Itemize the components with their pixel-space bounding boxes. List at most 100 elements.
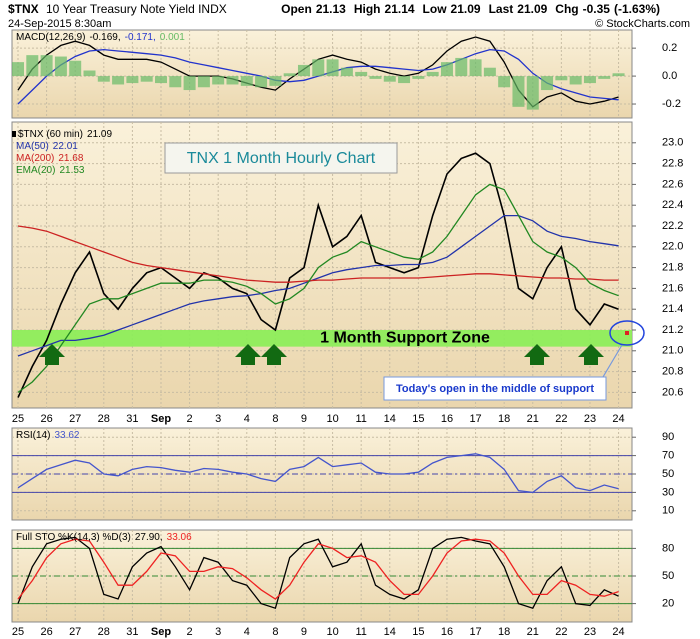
legend-name: EMA(20) xyxy=(16,165,55,176)
hist-bar xyxy=(112,76,125,85)
x-tick-label: 28 xyxy=(98,413,110,425)
legend-entry: MA(50) 22.01 xyxy=(16,141,78,152)
hist-bar xyxy=(26,55,39,77)
y-tick-label: 22.6 xyxy=(662,178,683,190)
x-tick-label: 4 xyxy=(244,626,250,638)
hist-bar xyxy=(154,76,167,84)
legend: RSI(14) 33.62 xyxy=(16,430,80,441)
hist-bar xyxy=(169,76,182,88)
hist-bar xyxy=(455,57,468,77)
x-tick-label: 17 xyxy=(469,626,481,638)
series-line xyxy=(17,225,619,283)
hist-bar xyxy=(40,55,53,77)
x-tick-label: Sep xyxy=(151,413,171,425)
x-tick-label: 25 xyxy=(12,626,24,638)
legend: Full STO %K(14,3) %D(3) 27.90, 33.06 xyxy=(16,532,192,543)
hist-bar xyxy=(612,73,625,77)
series-line xyxy=(17,152,619,398)
series-line xyxy=(17,538,619,600)
legend-value: 33.06 xyxy=(167,532,192,543)
hist-bar xyxy=(326,59,339,77)
hist-bar xyxy=(440,62,453,77)
x-tick-label: 10 xyxy=(326,413,338,425)
x-tick-label: 14 xyxy=(384,413,396,425)
x-tick-label: 24 xyxy=(612,626,624,638)
hist-bar xyxy=(498,76,511,88)
legend-value: -0.169, xyxy=(89,32,120,43)
hist-bar xyxy=(312,59,325,77)
x-tick-label: 15 xyxy=(412,413,424,425)
x-tick-label: 18 xyxy=(498,626,510,638)
legend-title: MACD(12,26,9) xyxy=(16,32,85,43)
legend-value: 21.68 xyxy=(58,153,83,164)
legend-name: MA(50) xyxy=(16,141,49,152)
hist-bar xyxy=(69,60,82,77)
legend-name: MA(200) xyxy=(16,153,54,164)
y-tick-label: 22.2 xyxy=(662,220,683,232)
x-tick-label: 16 xyxy=(441,413,453,425)
quote: Open 21.13 High 21.14 Low 21.09 Last 21.09 Chg -0… xyxy=(281,2,660,16)
y-tick-label: 30 xyxy=(662,486,674,498)
y-tick-label: 22.4 xyxy=(662,199,683,211)
open-marker xyxy=(625,331,629,335)
hist-bar xyxy=(97,76,110,82)
support-zone-label: 1 Month Support Zone xyxy=(320,330,490,347)
hist-bar xyxy=(469,59,482,77)
hist-bar xyxy=(598,76,611,79)
x-tick-label: 22 xyxy=(555,413,567,425)
hist-bar xyxy=(426,71,439,77)
hist-bar xyxy=(355,71,368,77)
hist-bar xyxy=(541,76,554,91)
legend-value: -0.171, xyxy=(125,32,156,43)
hist-bar xyxy=(526,76,539,110)
hist-bar xyxy=(126,76,139,84)
y-tick-label: 70 xyxy=(662,450,674,462)
quote-value: 21.13 xyxy=(316,2,346,16)
header: $TNX 10 Year Treasury Note Yield INDX 24… xyxy=(8,2,690,30)
x-tick-label: 9 xyxy=(301,413,307,425)
quote-label: Last xyxy=(489,2,514,16)
hist-bar xyxy=(140,76,153,82)
quote-value: 21.14 xyxy=(385,2,415,16)
x-tick-label: 8 xyxy=(272,413,278,425)
x-tick-label: 26 xyxy=(40,413,52,425)
hist-bar xyxy=(383,76,396,82)
hist-bar xyxy=(555,76,568,81)
x-tick-label: 11 xyxy=(355,626,366,638)
series-line xyxy=(17,48,619,105)
y-tick-label: 21.4 xyxy=(662,303,683,315)
hist-bar xyxy=(240,76,253,86)
y-tick-label: 90 xyxy=(662,431,674,443)
legend-value: 21.09 xyxy=(87,129,112,140)
legend-name: $TNX (60 min) xyxy=(18,129,83,140)
x-tick-label: 26 xyxy=(40,626,52,638)
hist-bar xyxy=(226,76,239,85)
x-tick-label: 11 xyxy=(355,413,366,425)
panel: 20 50 80 Full STO %K(14,3) %D(3) 27.90, 33.06 xyxy=(11,529,674,623)
x-tick-label: 4 xyxy=(244,413,250,425)
quote-label: Open xyxy=(281,2,312,16)
legend-value: 0.001 xyxy=(160,32,185,43)
legend-title: RSI(14) xyxy=(16,430,50,441)
symbol: $TNX xyxy=(8,2,39,16)
date: 24-Sep-2015 8:30am xyxy=(8,18,111,30)
legend-value: 21.53 xyxy=(59,165,84,176)
legend-value: 27.90, xyxy=(135,532,163,543)
y-tick-label: 80 xyxy=(662,542,674,554)
hist-bar xyxy=(512,76,525,107)
hist-bar xyxy=(569,76,582,85)
x-tick-label: 3 xyxy=(215,626,221,638)
hist-bar xyxy=(83,70,96,77)
panels: 0.2 0.0 -0.2 MACD(12,26,9) -0.169, -0.171, 0.0… xyxy=(11,29,683,638)
y-tick-label: 20 xyxy=(662,598,674,610)
y-tick-label: 21.2 xyxy=(662,324,683,336)
legend-title: Full STO %K(14,3) %D(3) xyxy=(16,532,131,543)
y-tick-label: 0.0 xyxy=(662,70,677,82)
x-tick-label: Sep xyxy=(151,626,171,638)
y-tick-label: 0.2 xyxy=(662,42,677,54)
change-pct: (-1.63%) xyxy=(614,2,660,16)
x-tick-label: 24 xyxy=(612,413,624,425)
hist-bar xyxy=(340,67,353,77)
hist-bar xyxy=(583,76,596,84)
